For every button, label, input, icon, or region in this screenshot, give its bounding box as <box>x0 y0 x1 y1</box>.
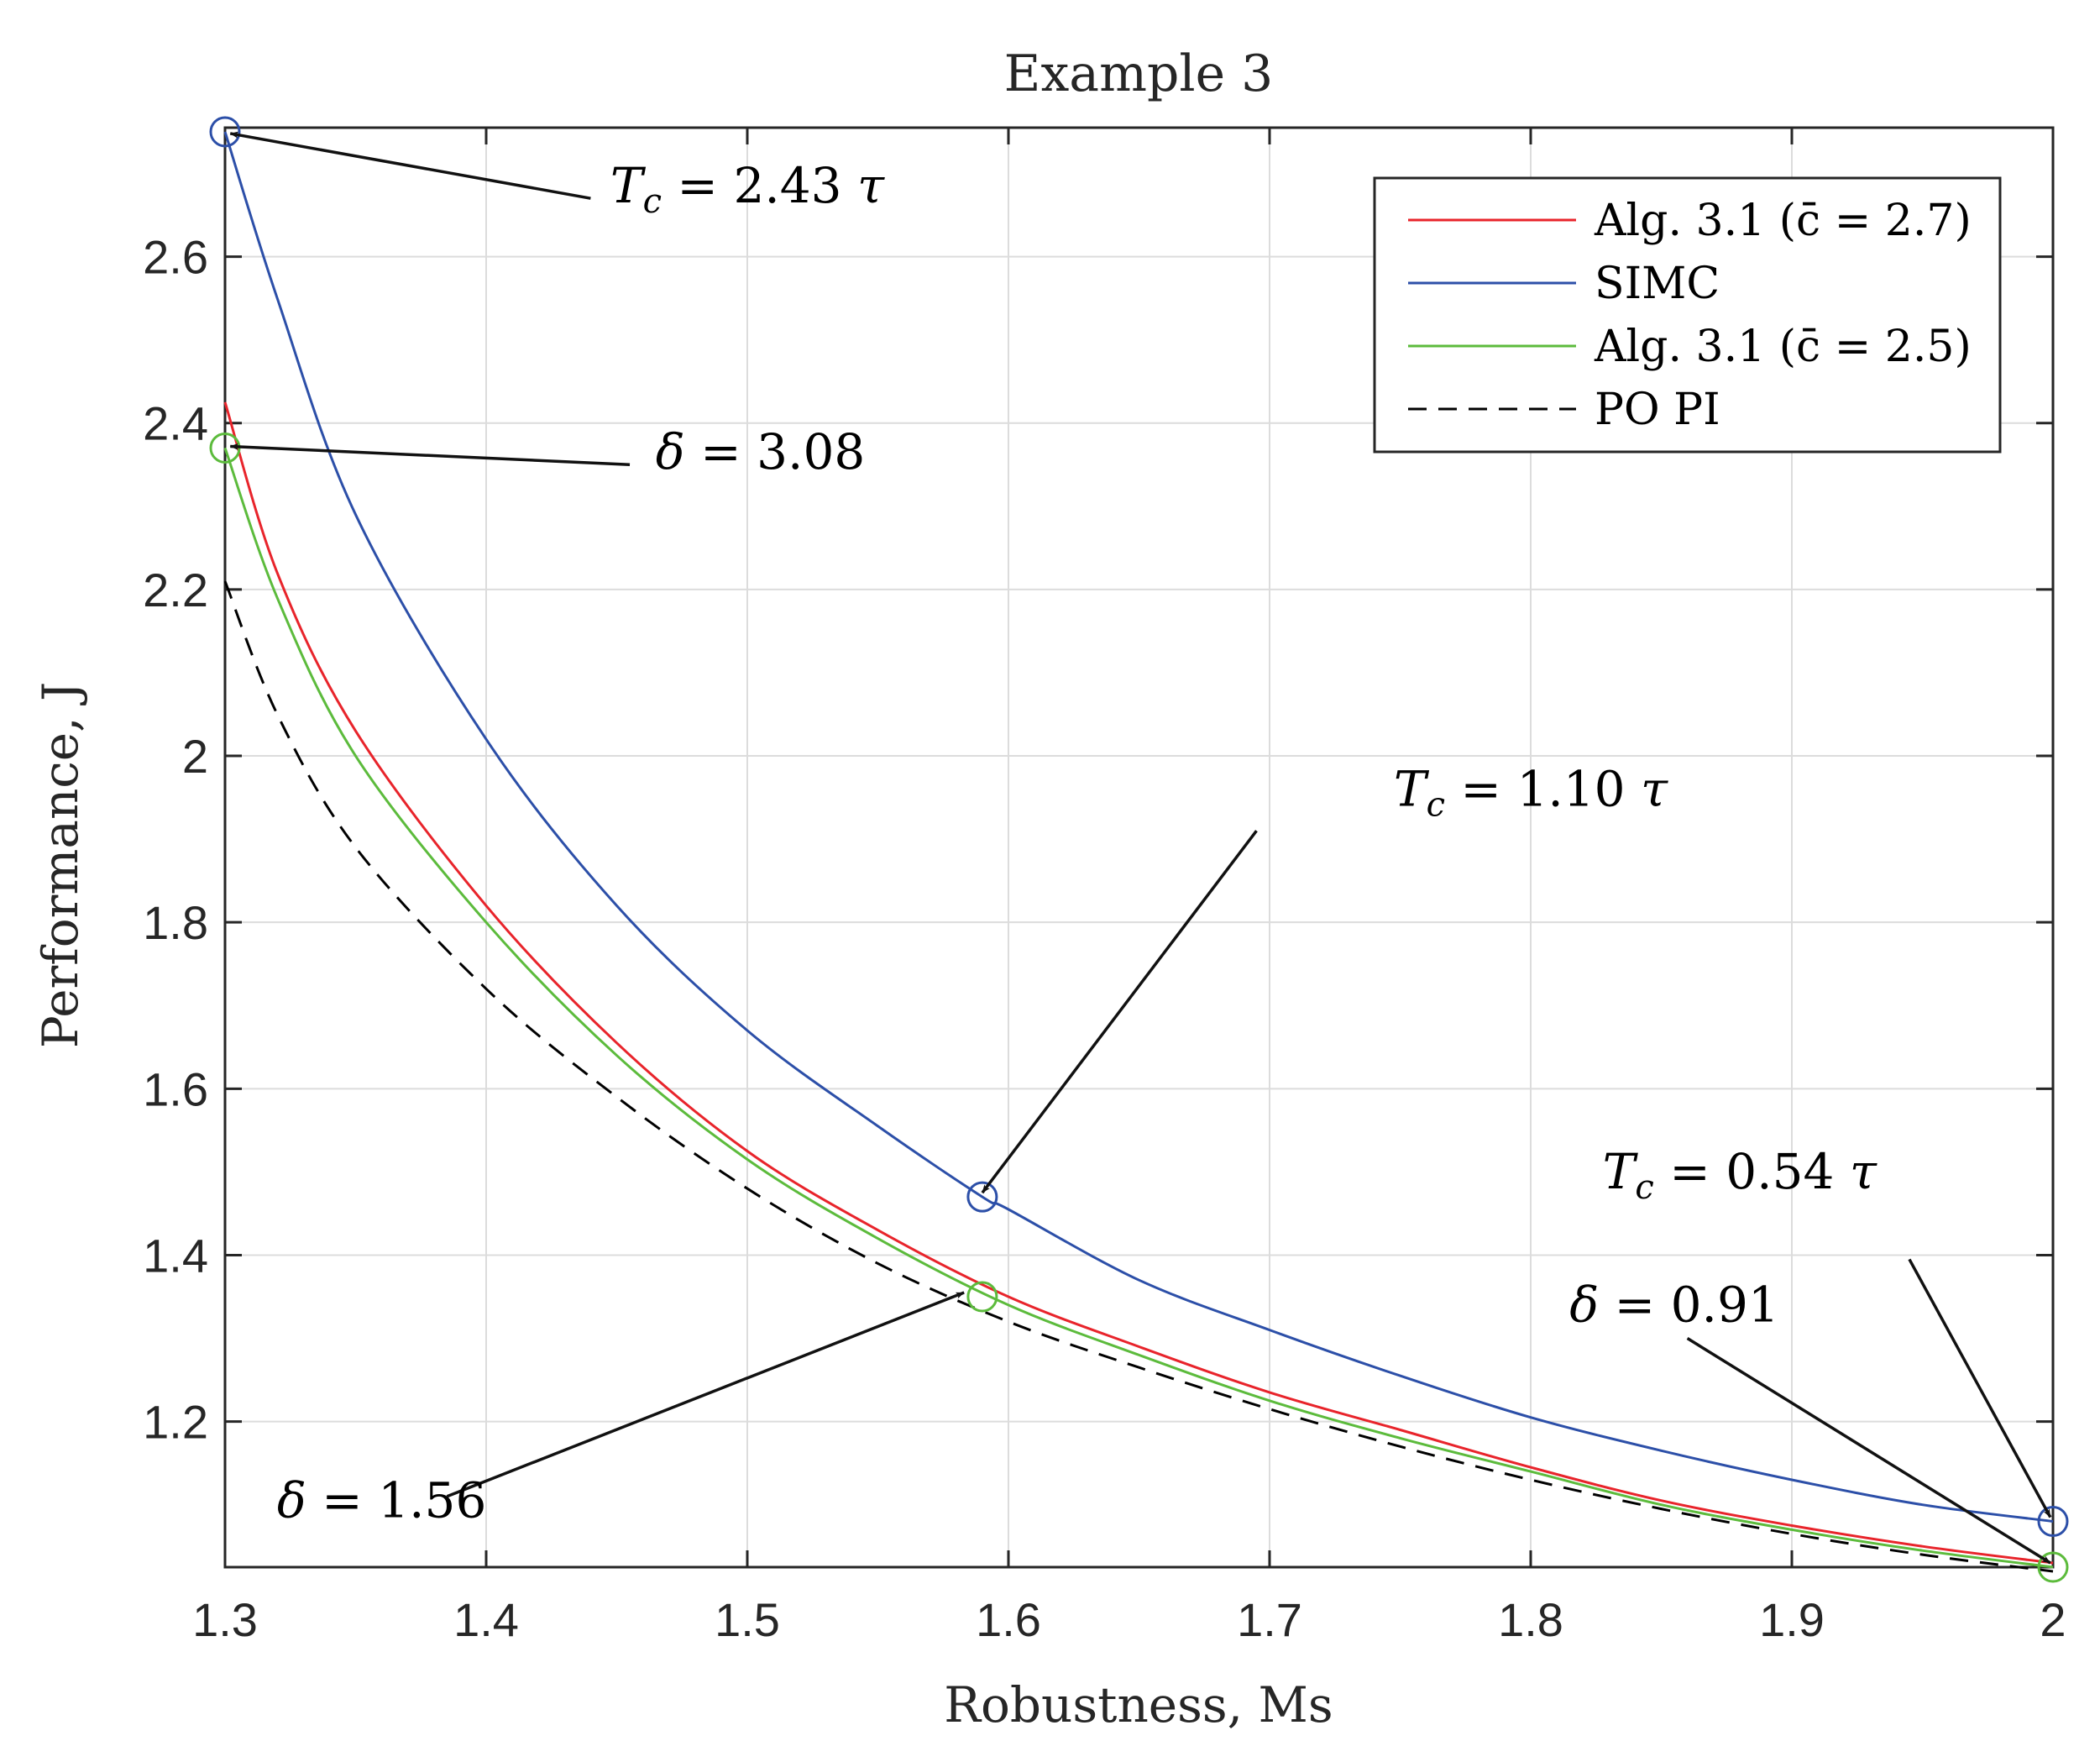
annotation-label-5: δ = 0.91 <box>1569 1277 1779 1334</box>
annotation-arrow-4 <box>1908 1258 2052 1518</box>
plot-frame <box>223 126 2055 1569</box>
annotation-arrow-3 <box>446 1291 965 1498</box>
data-point-marker <box>209 116 241 148</box>
data-point-marker <box>2037 1551 2069 1583</box>
y-tick-label: 1.2 <box>143 1396 208 1449</box>
x-tick-label: 1.3 <box>192 1593 258 1646</box>
annotation-label-1: δ = 3.08 <box>656 423 866 480</box>
annotation-arrow-2 <box>981 830 1258 1194</box>
y-tick-label: 1.8 <box>143 896 208 949</box>
data-point-marker <box>2037 1506 2069 1538</box>
x-axis-label: Robustness, Ms <box>944 1676 1333 1733</box>
x-tick-label: 2 <box>2040 1593 2066 1646</box>
y-tick-label: 2.6 <box>143 231 208 284</box>
legend: Alg. 3.1 (c̄ = 2.7) SIMC Alg. 3.1 (c̄ = 2.… <box>1373 176 2002 454</box>
x-tick-label: 1.5 <box>715 1593 780 1646</box>
annotation-arrow-0 <box>229 131 591 200</box>
chart-title: Example 3 <box>1004 45 1274 103</box>
y-axis-label: Performance, J <box>32 682 89 1048</box>
legend-label-1: SIMC <box>1595 259 1720 309</box>
series-line-0 <box>223 401 2054 1565</box>
legend-label-2: Alg. 3.1 (c̄ = 2.5) <box>1594 322 1972 372</box>
data-point-marker <box>966 1181 998 1213</box>
y-tick-label: 1.4 <box>143 1229 208 1282</box>
annotations: Tc = 2.43 τ δ = 3.08 Tc = 1.10 τ δ = 1.56 Tc… <box>229 131 2052 1565</box>
axes: 1.3 1.4 1.5 1.6 1.7 1.8 1.9 2 1.2 1.4 1.6 1.8 2 2.2 2.… <box>143 126 2066 1646</box>
series-lines <box>223 131 2054 1573</box>
y-tick-label: 2.4 <box>143 397 208 450</box>
x-tick-label: 1.6 <box>976 1593 1041 1646</box>
annotation-arrow-1 <box>229 443 631 467</box>
annotation-label-3: δ = 1.56 <box>277 1472 487 1529</box>
y-tick-label: 2.2 <box>143 564 208 616</box>
x-tick-label: 1.7 <box>1237 1593 1302 1646</box>
annotation-arrow-5 <box>1686 1337 2051 1565</box>
x-tick-label: 1.9 <box>1759 1593 1825 1646</box>
annotation-label-4: Tc = 0.54 τ <box>1603 1143 1877 1207</box>
data-point-marker <box>966 1281 998 1313</box>
legend-box <box>1373 176 2002 454</box>
series-line-2 <box>223 447 2054 1569</box>
series-line-3 <box>223 580 2054 1573</box>
legend-label-3: PO PI <box>1595 385 1720 435</box>
y-tick-label: 1.6 <box>143 1062 208 1115</box>
annotation-label-2: Tc = 1.10 τ <box>1394 760 1668 824</box>
annotation-label-0: Tc = 2.43 τ <box>610 157 885 221</box>
x-tick-label: 1.4 <box>453 1593 519 1646</box>
legend-label-0: Alg. 3.1 (c̄ = 2.7) <box>1594 196 1972 246</box>
x-tick-label: 1.8 <box>1498 1593 1563 1646</box>
y-tick-label: 2 <box>182 730 208 783</box>
series-line-1 <box>223 131 2054 1523</box>
